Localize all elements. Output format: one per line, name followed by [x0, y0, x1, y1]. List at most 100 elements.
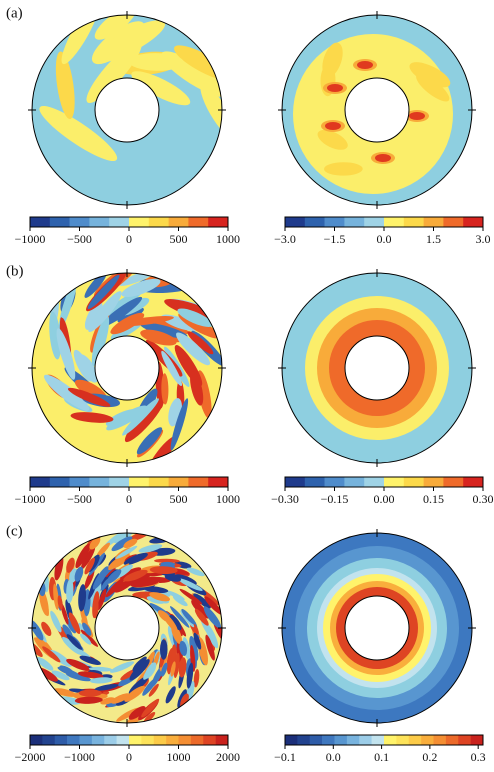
figure: (a) (b) (c) −1000−50005001000−3.0−1.50.0… — [0, 0, 494, 772]
colorbar-segment — [322, 735, 335, 745]
colorbar-segment — [344, 217, 364, 227]
colorbar-segment — [203, 735, 216, 745]
colorbar-segment — [305, 477, 325, 487]
colorbar-tick-label: 0.30 — [473, 492, 494, 506]
colorbar-segment — [404, 217, 424, 227]
colorbar-tick-label: −1000 — [15, 492, 46, 506]
colorbar-segment — [188, 477, 208, 487]
colorbar-segment — [208, 217, 228, 227]
colorbar-segment — [421, 735, 434, 745]
colorbar-segment — [424, 217, 444, 227]
field-spot — [357, 61, 373, 69]
colorbar-tick-label: 2000 — [216, 750, 240, 764]
colorbar-tick-label: 1000 — [216, 232, 240, 246]
colorbar-segment — [335, 735, 348, 745]
colorbar-tick-label: −0.15 — [321, 492, 349, 506]
colorbar-segment — [191, 735, 204, 745]
colorbar-tick-label: 1000 — [167, 750, 191, 764]
colorbar-segment — [384, 477, 404, 487]
colorbar-segment — [89, 477, 109, 487]
colorbar-segment — [70, 477, 90, 487]
colorbar-segment — [169, 217, 189, 227]
colorbar-segment — [30, 477, 50, 487]
colorbar-segment — [89, 217, 109, 227]
colorbar-segment — [92, 735, 105, 745]
colorbar-tick-label: −1000 — [64, 750, 95, 764]
colorbar-segment — [109, 477, 129, 487]
colorbar-segment — [443, 477, 463, 487]
colorbar-tick-label: 500 — [170, 232, 188, 246]
colorbar-segment — [347, 735, 360, 745]
colorbar-segment — [297, 735, 310, 745]
colorbar-segment — [434, 735, 447, 745]
panel-label: (a) — [6, 5, 23, 21]
colorbar-segment — [141, 735, 154, 745]
colorbar-segment — [166, 735, 179, 745]
fields — [26, 0, 476, 731]
colorbar-segment — [364, 217, 384, 227]
colorbar-segment — [396, 735, 409, 745]
colorbar-tick-label: −500 — [67, 232, 92, 246]
colorbar-segment — [443, 217, 463, 227]
colorbar-segment — [384, 735, 397, 745]
inner-boundary — [95, 596, 159, 660]
colorbar-segment — [285, 735, 298, 745]
colorbar-tick-label: 0 — [126, 492, 132, 506]
colorbar-tick-label: 0 — [126, 232, 132, 246]
colorbar-tick-label: −3.0 — [274, 232, 296, 246]
colorbar-segment — [305, 217, 325, 227]
colorbar-segment — [446, 735, 459, 745]
inner-boundary — [345, 596, 409, 660]
colorbar-segment — [30, 217, 50, 227]
colorbar-tick-label: −2000 — [15, 750, 46, 764]
colorbar-segment — [463, 217, 483, 227]
colorbar-segment — [285, 477, 305, 487]
colorbar-tick-label: 0 — [126, 750, 132, 764]
colorbar-segment — [208, 477, 228, 487]
colorbar-tick-label: 0.0 — [326, 750, 341, 764]
field-spot — [327, 84, 343, 92]
colorbar-segment — [310, 735, 323, 745]
colorbar-segment — [404, 477, 424, 487]
colorbar-segment — [409, 735, 422, 745]
panel-label: (b) — [6, 263, 24, 279]
colorbar-segment — [129, 477, 149, 487]
colorbar-tick-label: 0.3 — [471, 750, 486, 764]
colorbar-segment — [154, 735, 167, 745]
colorbar-segment — [285, 217, 305, 227]
inner-boundary — [345, 78, 409, 142]
colorbar-segment — [109, 217, 129, 227]
colorbar-tick-label: 0.0 — [377, 232, 392, 246]
colorbar-segment — [424, 477, 444, 487]
colorbar-segment — [169, 477, 189, 487]
colorbar-tick-label: 500 — [170, 492, 188, 506]
colorbar-tick-label: 0.00 — [374, 492, 395, 506]
colorbar-segment — [325, 477, 345, 487]
colorbar-segment — [42, 735, 55, 745]
colorbar-segment — [359, 735, 372, 745]
colorbar-segment — [149, 217, 169, 227]
colorbar-tick-label: 1000 — [216, 492, 240, 506]
colorbar-segment — [149, 477, 169, 487]
colorbar-segment — [372, 735, 385, 745]
colorbar-tick-label: −1000 — [15, 232, 46, 246]
field-spot — [409, 112, 425, 120]
colorbar-segment — [70, 217, 90, 227]
colorbar-segment — [50, 217, 70, 227]
colorbar-segment — [179, 735, 192, 745]
colorbar-tick-label: 1.5 — [426, 232, 441, 246]
panel-label: (c) — [6, 523, 23, 539]
colorbar-segment — [104, 735, 117, 745]
inner-boundary — [95, 78, 159, 142]
colorbar-tick-label: −0.30 — [271, 492, 299, 506]
colorbar-tick-label: 3.0 — [476, 232, 491, 246]
field-spot — [325, 122, 341, 130]
colorbar-tick-label: −500 — [67, 492, 92, 506]
colorbar-segment — [117, 735, 130, 745]
colorbar-tick-label: −0.1 — [274, 750, 296, 764]
colorbar-segment — [216, 735, 229, 745]
field-spot — [375, 154, 391, 162]
colorbar-segment — [50, 477, 70, 487]
colorbar-segment — [67, 735, 80, 745]
colorbar-segment — [458, 735, 471, 745]
